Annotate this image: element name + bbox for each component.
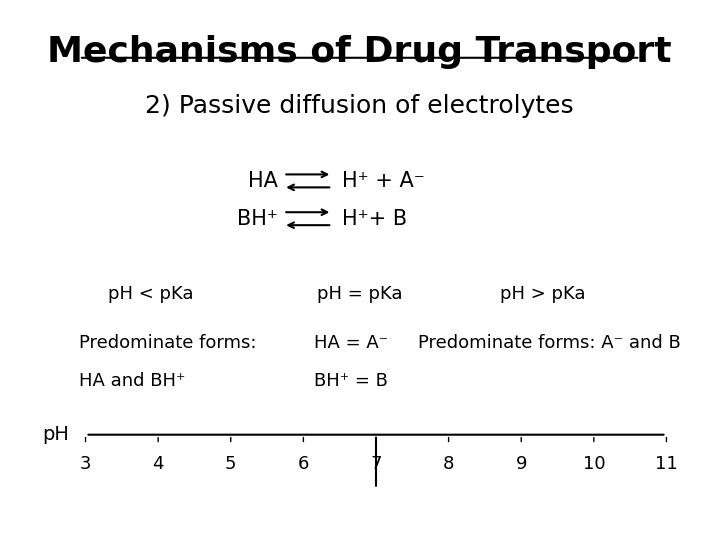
- Text: 8: 8: [443, 455, 454, 473]
- Text: 11: 11: [655, 455, 678, 473]
- Text: 5: 5: [225, 455, 236, 473]
- Text: 10: 10: [582, 455, 605, 473]
- Text: Predominate forms: A⁻ and B: Predominate forms: A⁻ and B: [418, 334, 681, 352]
- Text: pH: pH: [42, 425, 70, 444]
- Text: Predominate forms:: Predominate forms:: [79, 334, 256, 352]
- Text: HA = A⁻: HA = A⁻: [314, 334, 388, 352]
- Text: 2) Passive diffusion of electrolytes: 2) Passive diffusion of electrolytes: [145, 94, 574, 118]
- Text: Mechanisms of Drug Transport: Mechanisms of Drug Transport: [48, 35, 672, 69]
- Text: 9: 9: [516, 455, 527, 473]
- Text: HA and BH⁺: HA and BH⁺: [79, 372, 185, 390]
- Text: BH⁺: BH⁺: [237, 208, 278, 229]
- Text: 3: 3: [80, 455, 91, 473]
- Text: 4: 4: [153, 455, 164, 473]
- Text: pH > pKa: pH > pKa: [500, 285, 585, 303]
- Text: 7: 7: [370, 455, 382, 473]
- Text: H⁺+ B: H⁺+ B: [342, 208, 408, 229]
- Text: pH < pKa: pH < pKa: [108, 285, 194, 303]
- Text: HA: HA: [248, 171, 278, 191]
- Text: BH⁺ = B: BH⁺ = B: [314, 372, 388, 390]
- Text: H⁺ + A⁻: H⁺ + A⁻: [342, 171, 425, 191]
- Text: 6: 6: [297, 455, 309, 473]
- Text: pH = pKa: pH = pKa: [317, 285, 402, 303]
